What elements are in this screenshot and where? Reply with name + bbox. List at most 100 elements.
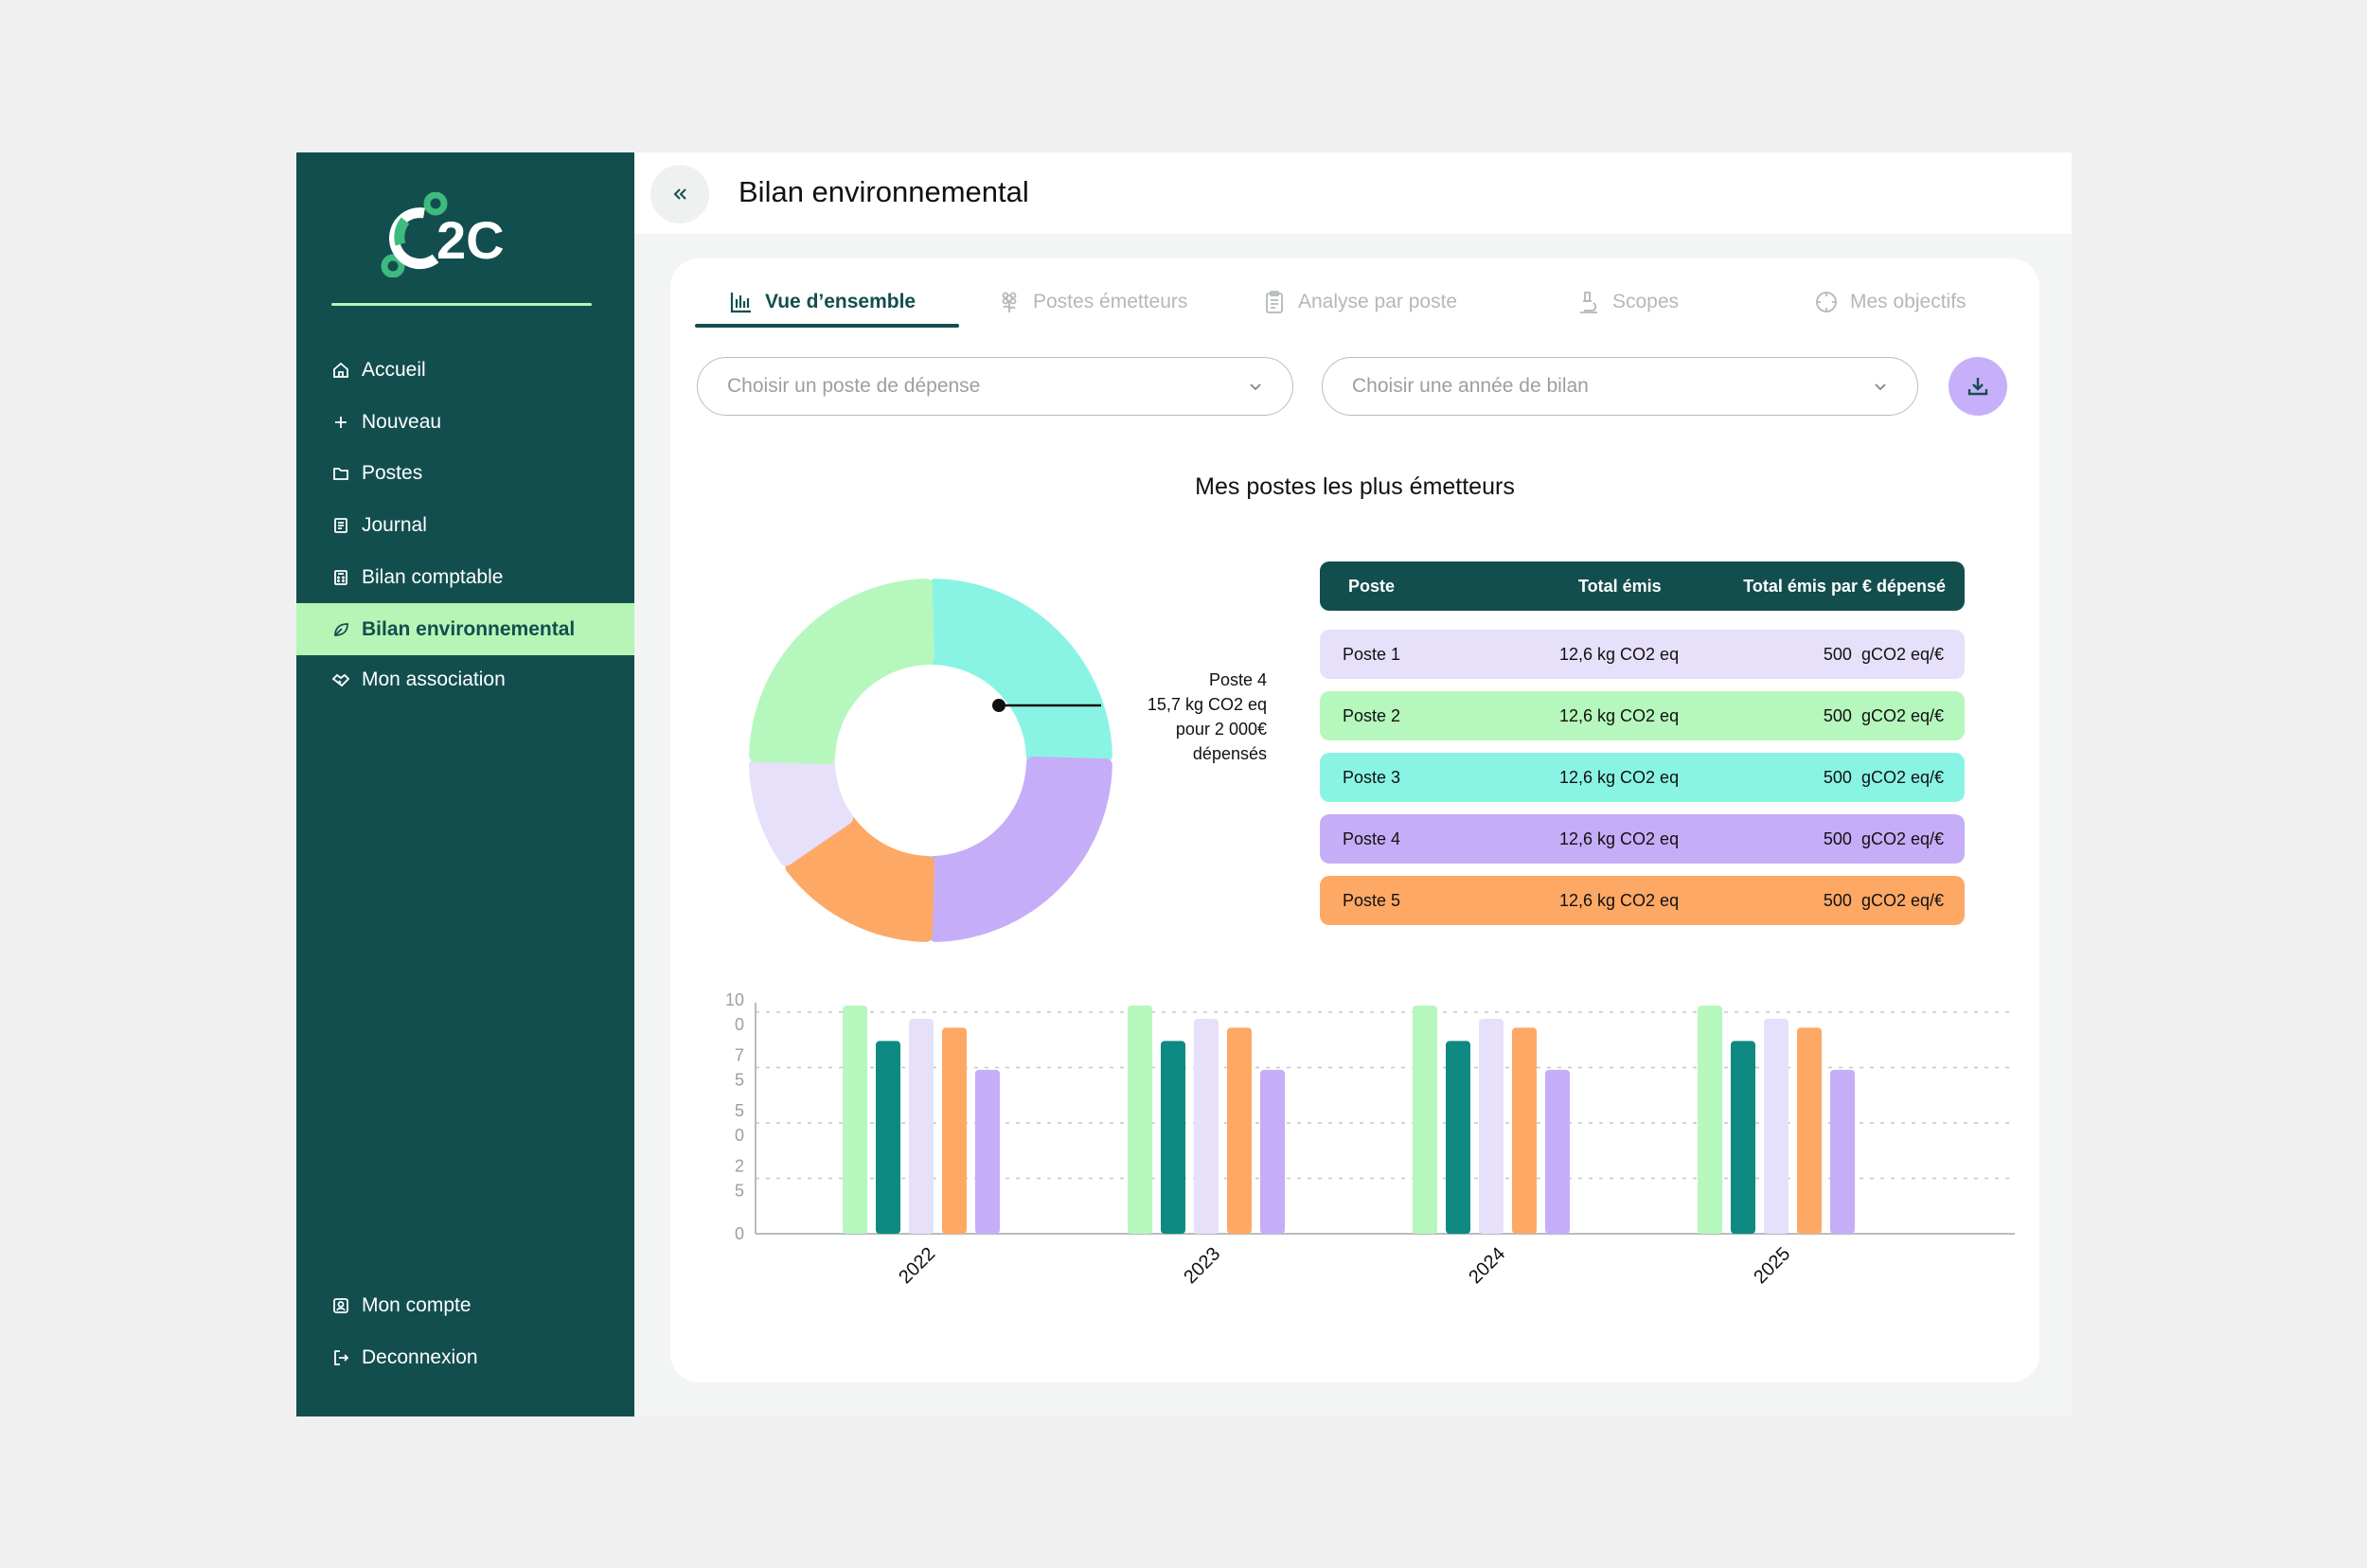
sidebar-item-bilan-environnemental[interactable]: Bilan environnemental bbox=[296, 603, 634, 655]
sidebar-item-label: Bilan environnemental bbox=[362, 617, 576, 640]
cell-total: 12,6 kg CO2 eq bbox=[1559, 768, 1680, 787]
bar-chart-icon bbox=[729, 290, 754, 314]
header: Bilan environnemental bbox=[634, 152, 2072, 234]
cell-total: 12,6 kg CO2 eq bbox=[1559, 645, 1680, 664]
cell-total: 12,6 kg CO2 eq bbox=[1559, 706, 1680, 725]
sidebar-item-accueil[interactable]: Accueil bbox=[296, 344, 634, 396]
tab-vue-ensemble[interactable]: Vue d’ensemble bbox=[729, 274, 916, 330]
callout-total: 15,7 kg CO2 eq bbox=[1147, 695, 1267, 714]
journal-icon bbox=[331, 516, 350, 535]
table-header: Poste Total émis Total émis par € dépens… bbox=[1320, 561, 1965, 611]
sidebar-item-mon-compte[interactable]: Mon compte bbox=[296, 1279, 634, 1331]
y-tick-label: 5 bbox=[735, 1101, 744, 1120]
bar-2022-5 bbox=[975, 1069, 1000, 1234]
cell-par-euro: 500 gCO2 eq/€ bbox=[1823, 891, 1944, 910]
tab-postes-emetteurs[interactable]: Postes émetteurs bbox=[997, 274, 1187, 330]
microscope-icon bbox=[1576, 290, 1601, 314]
sidebar-item-postes[interactable]: Postes bbox=[296, 447, 634, 499]
sidebar-item-deconnexion[interactable]: Deconnexion bbox=[296, 1331, 634, 1383]
bar-2024-1 bbox=[1413, 1005, 1437, 1234]
callout-depenses-label: dépensés bbox=[1192, 744, 1267, 763]
sidebar-item-label: Mon compte bbox=[362, 1293, 472, 1316]
sidebar-item-mon-association[interactable]: Mon association bbox=[296, 653, 634, 705]
poste-select[interactable]: Choisir un poste de dépense bbox=[697, 357, 1293, 416]
y-tick-label: 0 bbox=[735, 1224, 744, 1243]
table-row[interactable]: Poste 3 12,6 kg CO2 eq 500 gCO2 eq/€ bbox=[1320, 753, 1965, 802]
cell-poste: Poste 1 bbox=[1343, 645, 1401, 664]
plus-icon bbox=[331, 413, 350, 432]
cell-poste: Poste 5 bbox=[1343, 891, 1401, 910]
tab-scopes[interactable]: Scopes bbox=[1576, 274, 1679, 330]
sidebar-item-nouveau[interactable]: Nouveau bbox=[296, 396, 634, 448]
bar-2024-4 bbox=[1512, 1027, 1537, 1234]
bar-2023-1 bbox=[1128, 1005, 1152, 1234]
main-card: Vue d’ensemble Postes émetteurs Analyse … bbox=[670, 258, 2039, 1382]
bar-2025-3 bbox=[1764, 1019, 1789, 1234]
bar-2022-2 bbox=[876, 1041, 900, 1234]
section-title: Mes postes les plus émetteurs bbox=[1195, 473, 1515, 500]
donut-slice-poste-4[interactable] bbox=[927, 757, 1112, 942]
download-button[interactable] bbox=[1949, 357, 2007, 416]
tab-analyse-par-poste[interactable]: Analyse par poste bbox=[1262, 274, 1457, 330]
sidebar-item-label: Mon association bbox=[362, 668, 506, 690]
cell-par-euro: 500 gCO2 eq/€ bbox=[1823, 768, 1944, 787]
sidebar-item-journal[interactable]: Journal bbox=[296, 499, 634, 551]
y-tick-label: 5 bbox=[735, 1182, 744, 1201]
table-row[interactable]: Poste 1 12,6 kg CO2 eq 500 gCO2 eq/€ bbox=[1320, 630, 1965, 679]
table-row[interactable]: Poste 2 12,6 kg CO2 eq 500 gCO2 eq/€ bbox=[1320, 691, 1965, 740]
bar-2025-5 bbox=[1830, 1069, 1855, 1234]
cell-poste: Poste 4 bbox=[1343, 829, 1401, 848]
callout-dot bbox=[992, 699, 1006, 712]
cell-par-euro: 500 gCO2 eq/€ bbox=[1823, 706, 1944, 725]
cell-total: 12,6 kg CO2 eq bbox=[1559, 829, 1680, 848]
bar-2025-2 bbox=[1731, 1041, 1755, 1234]
o2c-logo: 2C bbox=[381, 192, 505, 277]
donut-slice-poste-5[interactable] bbox=[785, 815, 934, 942]
cell-par-euro: 500 gCO2 eq/€ bbox=[1823, 829, 1944, 848]
cell-par-euro: 500 gCO2 eq/€ bbox=[1823, 645, 1944, 664]
y-tick-label: 5 bbox=[735, 1071, 744, 1090]
bar-chart: 0 2 5 5 0 7 5 10 0 2022 2023 2024 2025 bbox=[725, 990, 2015, 1288]
sidebar-item-label: Bilan comptable bbox=[362, 565, 504, 588]
sidebar-item-label: Accueil bbox=[362, 358, 426, 381]
x-tick-label: 2023 bbox=[1180, 1243, 1224, 1288]
annee-select-placeholder: Choisir une année de bilan bbox=[1352, 375, 1589, 397]
cell-total: 12,6 kg CO2 eq bbox=[1559, 891, 1680, 910]
column-header-par-euro: Total émis par € dépensé bbox=[1743, 577, 1946, 596]
tab-mes-objectifs[interactable]: Mes objectifs bbox=[1814, 274, 1967, 330]
y-tick-label: 2 bbox=[735, 1157, 744, 1176]
bar-2024-5 bbox=[1545, 1069, 1570, 1234]
cell-poste: Poste 3 bbox=[1343, 768, 1401, 787]
donut-slice-poste-2[interactable] bbox=[749, 579, 934, 764]
donut-slice-poste-3[interactable] bbox=[927, 579, 1112, 764]
bar-2023-3 bbox=[1194, 1019, 1219, 1234]
table-row[interactable]: Poste 4 12,6 kg CO2 eq 500 gCO2 eq/€ bbox=[1320, 814, 1965, 864]
sidebar: 2C Accueil Nouveau Postes Journal Bilan … bbox=[296, 152, 634, 1417]
column-header-total: Total émis bbox=[1578, 577, 1662, 596]
bar-2023-4 bbox=[1227, 1027, 1252, 1234]
bar-2023-5 bbox=[1260, 1069, 1285, 1234]
table-row[interactable]: Poste 5 12,6 kg CO2 eq 500 gCO2 eq/€ bbox=[1320, 876, 1965, 925]
cell-poste: Poste 2 bbox=[1343, 706, 1401, 725]
chevrons-left-icon bbox=[673, 188, 686, 200]
sidebar-item-label: Postes bbox=[362, 461, 423, 484]
bar-2023-2 bbox=[1161, 1041, 1185, 1234]
bar-2022-1 bbox=[843, 1005, 867, 1234]
y-tick-label: 10 bbox=[725, 990, 744, 1009]
leaf-icon bbox=[331, 620, 350, 639]
donut-slice-poste-1[interactable] bbox=[749, 757, 853, 866]
app-window: 2C Accueil Nouveau Postes Journal Bilan … bbox=[296, 152, 2072, 1417]
x-tick-label: 2022 bbox=[895, 1243, 939, 1288]
active-tab-indicator bbox=[695, 324, 959, 328]
flower-icon bbox=[997, 290, 1022, 314]
bar-2025-4 bbox=[1797, 1027, 1822, 1234]
y-tick-label: 7 bbox=[735, 1046, 744, 1065]
collapse-sidebar-button[interactable] bbox=[650, 165, 709, 223]
handshake-icon bbox=[331, 670, 350, 689]
y-tick-label: 0 bbox=[735, 1126, 744, 1145]
bar-2022-4 bbox=[942, 1027, 967, 1234]
donut-callout: Poste 4 15,7 kg CO2 eq pour 2 000€ dépen… bbox=[1115, 668, 1267, 766]
sidebar-item-label: Deconnexion bbox=[362, 1345, 478, 1368]
annee-select[interactable]: Choisir une année de bilan bbox=[1322, 357, 1918, 416]
sidebar-item-bilan-comptable[interactable]: Bilan comptable bbox=[296, 551, 634, 603]
